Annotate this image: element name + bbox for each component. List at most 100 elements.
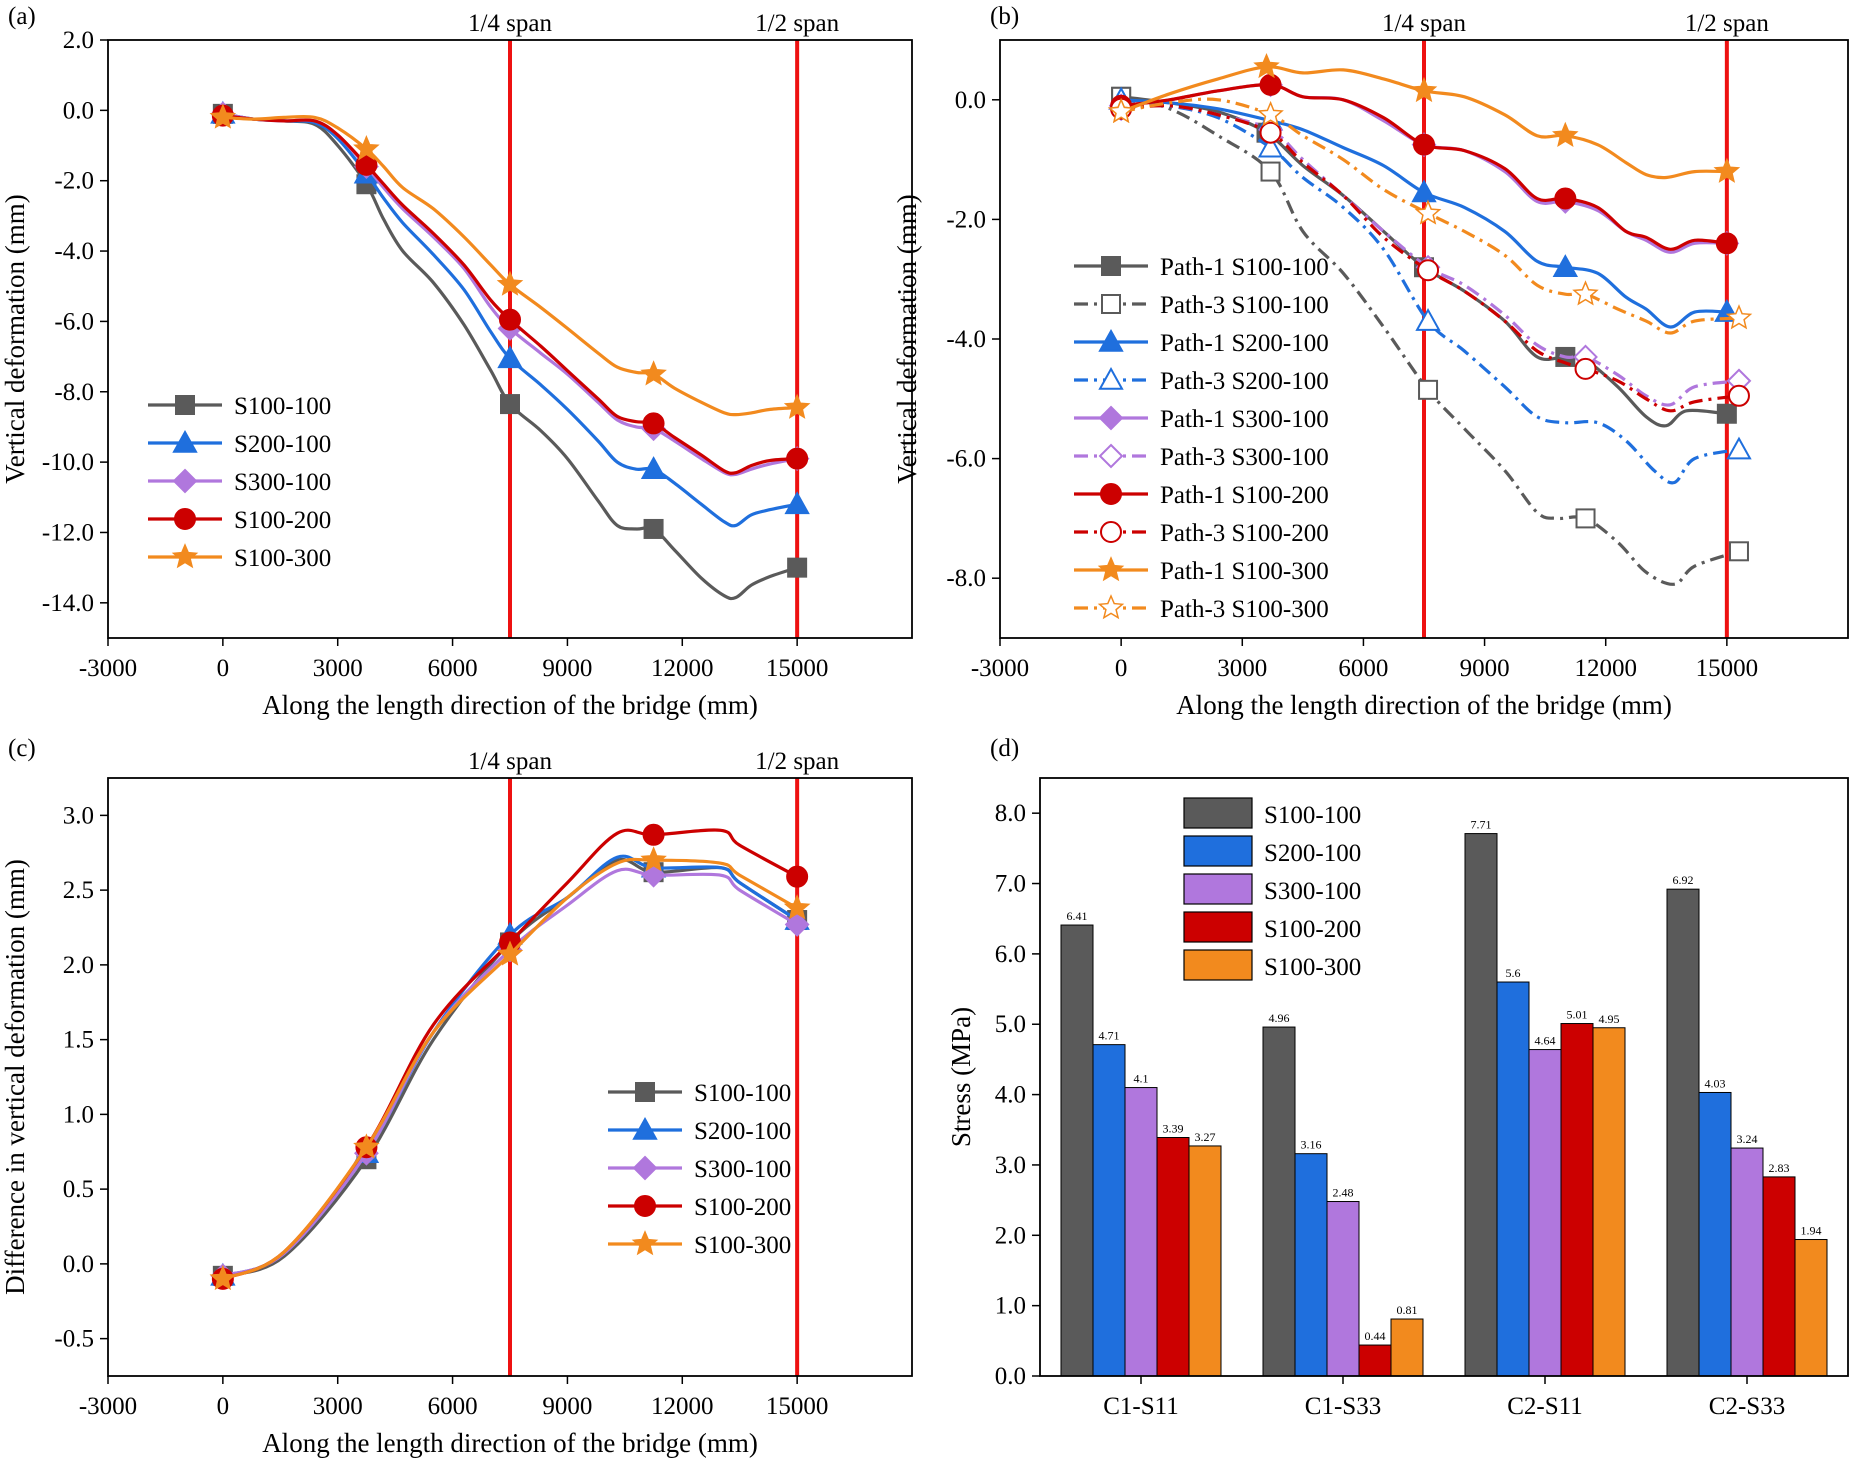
y-tick-label: 2.0 — [63, 952, 94, 979]
legend-swatch-marker — [171, 543, 199, 569]
data-point — [1260, 161, 1281, 182]
y-tick-label: -0.5 — [54, 1326, 94, 1353]
x-tick-label: 3000 — [313, 1393, 363, 1420]
legend-label: S100-300 — [234, 545, 331, 572]
bar-S100-200-C1-S33 — [1358, 1344, 1392, 1377]
plot-frame-a — [107, 39, 913, 639]
legend-item: S200-100 — [1183, 835, 1361, 867]
legend-label: Path-3 S100-100 — [1160, 292, 1329, 319]
y-tick-label: -2.0 — [946, 206, 986, 233]
data-point — [640, 846, 667, 872]
legend-item: Path-1 S100-200 — [1074, 482, 1329, 509]
data-point — [1257, 100, 1284, 127]
legend-item: Path-3 S300-100 — [1074, 443, 1329, 471]
legend-label: S300-100 — [234, 469, 331, 496]
y-tick-label: 3.0 — [995, 1152, 1026, 1179]
y-axis-label-b: Vertical deformation (mm) — [892, 194, 922, 483]
panel-d: (d) Stress (MPa) 0.0 1.0 2.0 3.0 4.0 5.0 6.0 7.0 8… — [946, 735, 1849, 1420]
series-line — [222, 114, 798, 417]
panel-label-a: (a) — [8, 3, 36, 30]
legend-swatch-marker — [175, 395, 195, 415]
legend-item: Path-3 S200-100 — [1074, 366, 1329, 395]
bar-value-label: 2.83 — [1769, 1161, 1790, 1175]
y-tick-label: 1.5 — [63, 1027, 94, 1054]
legend-label: S100-100 — [1264, 802, 1361, 829]
bar-S200-100-C2-S11 — [1496, 981, 1530, 1377]
y-tick-label: 1.0 — [995, 1293, 1026, 1320]
series-line — [222, 112, 798, 528]
legend-item: S300-100 — [608, 1155, 791, 1183]
y-tick-label: -14.0 — [42, 590, 94, 617]
legend-label: S100-100 — [234, 393, 331, 420]
series-Path-3-S100-300 — [1107, 97, 1753, 335]
legend-item: S100-300 — [1183, 949, 1361, 981]
bar-S100-200-C2-S33 — [1762, 1176, 1796, 1377]
legend-c: S100-100 S200-100 S300-100 S100-200 S100-300 — [608, 1080, 791, 1259]
y-tick-label: 0.0 — [995, 1363, 1026, 1390]
bar-value-label: 1.94 — [1801, 1224, 1822, 1238]
x-axis-label-b: Along the length direction of the bridge… — [1176, 690, 1672, 720]
x-tick-label: 12000 — [1574, 655, 1637, 682]
x-tick-label: 0 — [1115, 655, 1128, 682]
data-point — [1725, 304, 1753, 330]
y-tick-label: 2.5 — [63, 877, 94, 904]
x-tick-label: 6000 — [428, 1393, 478, 1420]
y-tick-label: 1.0 — [63, 1101, 94, 1128]
series-Path-3-S100-100 — [1111, 86, 1749, 586]
x-tick-label: 3000 — [313, 655, 363, 682]
data-point — [1728, 541, 1749, 562]
data-point — [1552, 121, 1579, 147]
legend-a: S100-100 S200-100 S300-100 S100-200 S100-300 — [148, 393, 331, 572]
data-point — [783, 393, 811, 419]
data-point — [1574, 357, 1597, 380]
legend-label: Path-1 S100-200 — [1160, 482, 1329, 509]
legend-swatch-marker — [1098, 328, 1124, 352]
legend-label: Path-3 S300-100 — [1160, 444, 1329, 471]
data-point — [499, 308, 521, 331]
y-tick-label: -8.0 — [54, 379, 94, 406]
series-S100-200 — [211, 104, 809, 475]
y-tick-label: 7.0 — [995, 871, 1026, 898]
data-point — [1552, 254, 1579, 278]
series-line — [222, 114, 798, 475]
legend-swatch-marker — [634, 1195, 656, 1217]
y-tick-label: 5.0 — [995, 1011, 1026, 1038]
data-point — [1715, 232, 1738, 255]
y-tick-label: -8.0 — [946, 565, 986, 592]
bar-value-label: 2.48 — [1333, 1186, 1354, 1200]
bar-S100-300-C2-S11 — [1592, 1027, 1626, 1377]
y-tick-label: -10.0 — [42, 449, 94, 476]
data-point — [1414, 199, 1442, 225]
panel-label-c: (c) — [8, 735, 36, 762]
y-tick-label: 8.0 — [995, 800, 1026, 827]
reference-line-label: 1/4 span — [468, 748, 553, 775]
legend-swatch-marker — [172, 468, 198, 494]
data-point — [1253, 52, 1280, 79]
y-tick-label: -4.0 — [946, 326, 986, 353]
bar-value-label: 4.96 — [1269, 1011, 1290, 1025]
legend-item: S200-100 — [148, 429, 331, 458]
data-point — [786, 865, 809, 888]
data-point — [784, 491, 810, 515]
legend-item: S300-100 — [148, 468, 331, 496]
legend-item: Path-1 S100-300 — [1074, 556, 1329, 585]
x-tick-label: -3000 — [971, 655, 1029, 682]
bar-value-label: 4.71 — [1099, 1029, 1120, 1043]
category-label: C2-S33 — [1709, 1393, 1785, 1420]
data-point — [787, 557, 808, 578]
category-label: C1-S11 — [1103, 1393, 1178, 1420]
legend-label: S100-300 — [1264, 954, 1361, 981]
legend-label: S100-200 — [1264, 916, 1361, 943]
x-tick-label: 9000 — [542, 1393, 592, 1420]
x-tick-label: 0 — [217, 655, 230, 682]
y-tick-label: 0.5 — [63, 1176, 94, 1203]
legend-label: S200-100 — [1264, 840, 1361, 867]
x-axis-label-a: Along the length direction of the bridge… — [262, 690, 758, 720]
legend-swatch-marker — [632, 1155, 658, 1181]
reference-line-label: 1/2 span — [755, 748, 840, 775]
legend-item: Path-3 S100-200 — [1074, 520, 1329, 547]
bar-value-label: 0.81 — [1397, 1303, 1418, 1317]
data-point — [353, 1133, 380, 1159]
legend-label: S200-100 — [694, 1118, 791, 1145]
y-tick-label: 0.0 — [63, 97, 94, 124]
